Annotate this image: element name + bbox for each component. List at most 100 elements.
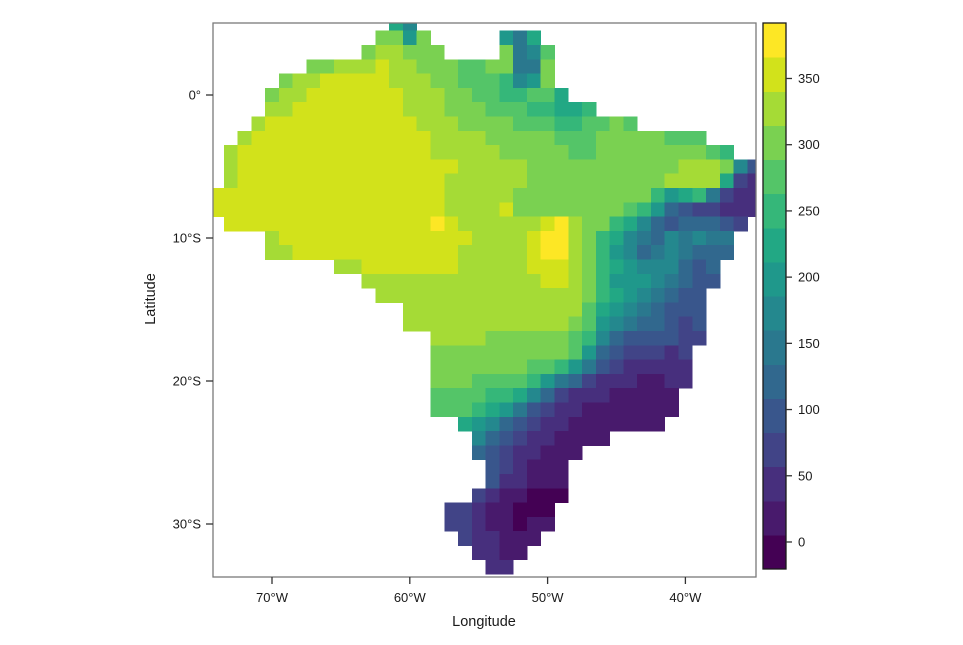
raster-cell	[444, 288, 459, 303]
raster-cell	[444, 273, 459, 289]
raster-cell	[554, 359, 569, 375]
raster-cell	[526, 116, 542, 132]
raster-cell	[650, 259, 666, 275]
raster-cell	[306, 230, 321, 246]
raster-cell	[568, 102, 583, 117]
raster-cell	[402, 73, 418, 89]
raster-cell	[733, 173, 748, 189]
raster-cell	[526, 202, 542, 217]
raster-cell	[513, 459, 528, 475]
raster-cell	[678, 373, 693, 389]
raster-cell	[692, 145, 707, 160]
raster-cell	[458, 173, 473, 189]
raster-cell	[568, 216, 583, 232]
raster-cell	[471, 216, 486, 232]
raster-cell	[554, 288, 569, 303]
raster-cell	[568, 416, 583, 432]
raster-cell	[609, 173, 624, 189]
raster-cell	[430, 331, 445, 346]
raster-cell	[623, 173, 638, 189]
raster-cell	[416, 159, 431, 174]
raster-cell	[692, 159, 707, 174]
raster-cell	[582, 245, 597, 260]
raster-cell	[637, 202, 652, 217]
colorbar-tick-label: 350	[798, 71, 820, 86]
raster-cell	[526, 230, 542, 246]
raster-cell	[499, 388, 514, 403]
raster-cell	[526, 402, 542, 418]
raster-cell	[568, 373, 583, 389]
raster-cell	[306, 159, 321, 174]
raster-cell	[595, 331, 610, 346]
raster-cell	[347, 202, 362, 217]
raster-cell	[526, 331, 542, 346]
raster-cell	[306, 87, 321, 103]
raster-cell	[540, 431, 555, 446]
raster-cell	[375, 259, 390, 275]
raster-cell	[444, 331, 459, 346]
colorbar-frame	[762, 22, 787, 570]
raster-cell	[347, 159, 362, 174]
raster-cell	[278, 216, 294, 232]
raster-cell	[540, 44, 555, 60]
raster-cell	[733, 188, 748, 203]
raster-cell	[306, 59, 321, 74]
raster-cell	[430, 388, 445, 403]
raster-cell	[444, 259, 459, 275]
raster-cell	[402, 23, 418, 32]
raster-cell	[334, 59, 349, 74]
raster-cell	[513, 102, 528, 117]
raster-cell	[444, 202, 459, 217]
raster-cell	[526, 188, 542, 203]
raster-cell	[650, 302, 666, 318]
raster-cell	[513, 259, 528, 275]
raster-cell	[637, 230, 652, 246]
raster-cell	[444, 87, 459, 103]
raster-cell	[499, 402, 514, 418]
raster-cell	[582, 402, 597, 418]
raster-cell	[485, 59, 500, 74]
raster-cell	[278, 159, 294, 174]
raster-cell	[719, 202, 735, 217]
raster-cell	[251, 145, 266, 160]
raster-cell	[637, 273, 652, 289]
raster-cell	[692, 245, 707, 260]
raster-cell	[306, 102, 321, 117]
raster-cell	[402, 30, 418, 46]
raster-cell	[664, 331, 679, 346]
raster-cell	[292, 159, 307, 174]
raster-cell	[540, 402, 555, 418]
raster-cell	[706, 230, 721, 246]
y-tick-label: 0°	[189, 88, 201, 103]
raster-cell	[444, 188, 459, 203]
raster-cell	[320, 216, 335, 232]
raster-cell	[334, 245, 349, 260]
x-tick-label: 50°W	[532, 590, 565, 605]
raster-cell	[540, 316, 555, 332]
raster-cell	[692, 216, 707, 232]
raster-cell	[499, 73, 514, 89]
raster-cell	[513, 516, 528, 532]
raster-cell	[471, 316, 486, 332]
raster-cell	[485, 545, 500, 561]
raster-cell	[458, 273, 473, 289]
raster-cell	[347, 130, 362, 146]
raster-cell	[361, 230, 376, 246]
raster-cell	[526, 288, 542, 303]
raster-cell	[347, 245, 362, 260]
raster-cell	[292, 202, 307, 217]
raster-cell	[499, 116, 514, 132]
colorbar-tick-label: 100	[798, 402, 820, 417]
raster-cell	[499, 202, 514, 217]
raster-cell	[416, 273, 431, 289]
raster-cell	[650, 288, 666, 303]
raster-cell	[499, 416, 514, 432]
raster-cell	[485, 531, 500, 546]
y-tick-label: 20°S	[173, 374, 202, 389]
raster-cell	[664, 230, 679, 246]
raster-cell	[499, 145, 514, 160]
raster-cell	[637, 188, 652, 203]
raster-cell	[499, 331, 514, 346]
raster-cell	[513, 245, 528, 260]
raster-cell	[540, 230, 555, 246]
